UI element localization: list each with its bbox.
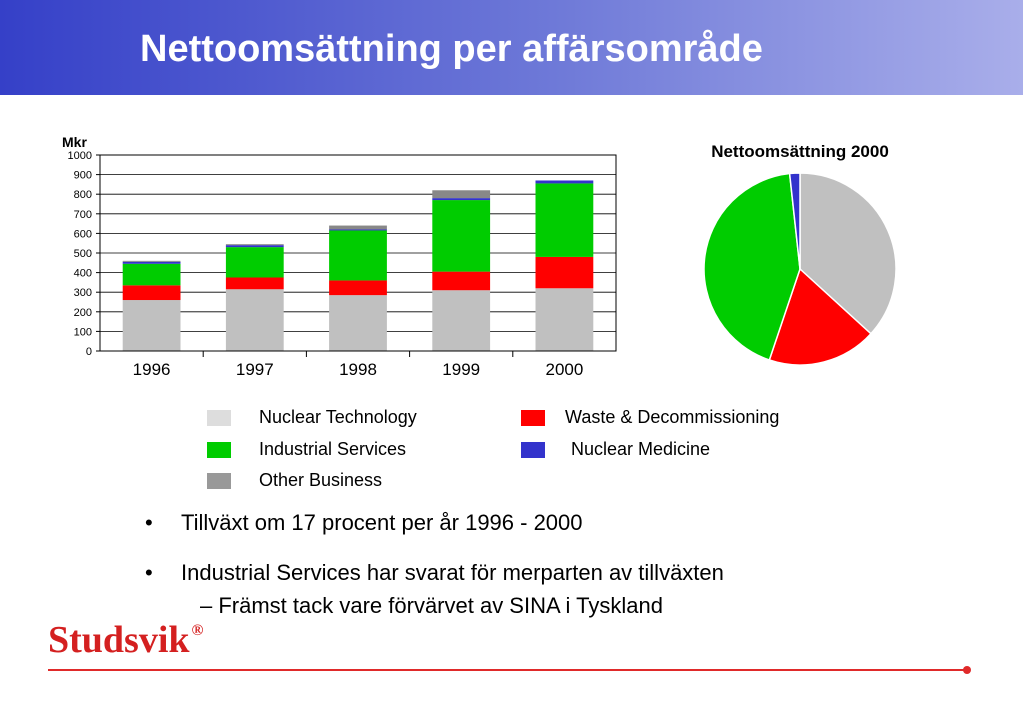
legend-item: Nuclear Technology <box>207 407 417 428</box>
y-tick-label: 100 <box>74 326 92 338</box>
y-tick-label: 0 <box>86 346 92 358</box>
bar-segment <box>535 180 594 184</box>
bar-segment <box>329 295 387 351</box>
y-axis-label: Mkr <box>62 134 87 150</box>
bar-segment <box>535 256 594 289</box>
slide-title: Nettoomsättning per affärsområde <box>140 28 763 70</box>
legend-swatch <box>207 409 231 426</box>
bar-segment <box>225 247 284 278</box>
bullet-symbol: • <box>145 560 153 585</box>
bullet-symbol: • <box>145 510 153 535</box>
bar-segment <box>432 200 491 272</box>
legend-item: Industrial Services <box>207 439 406 460</box>
bar-segment <box>122 261 181 264</box>
bar-segment <box>122 300 181 351</box>
legend-item: Other Business <box>207 470 382 491</box>
x-tick-label: 1996 <box>133 360 171 379</box>
bar-segment <box>225 245 284 248</box>
legend-swatch <box>521 409 545 426</box>
bar-segment <box>225 244 284 246</box>
plot-area <box>99 154 617 352</box>
logo-text: Studsvik <box>48 619 190 661</box>
studsvik-logo: Studsvik ® <box>48 618 204 662</box>
legend-item: Waste & Decommissioning <box>521 407 779 428</box>
bar-segment <box>432 290 491 351</box>
bar-segment <box>329 230 387 281</box>
x-tick-label: 1997 <box>236 360 274 379</box>
bar-segment <box>225 289 284 351</box>
y-tick-label: 1000 <box>68 150 92 162</box>
y-tick-label: 900 <box>74 170 92 182</box>
sub-bullet-text: – Främst tack vare förvärvet av SINA i T… <box>200 593 663 618</box>
y-tick-label: 700 <box>74 209 92 221</box>
legend-swatch <box>521 441 545 458</box>
bar-segment <box>122 285 181 301</box>
x-tick-label: 1998 <box>339 360 377 379</box>
bar-segment <box>432 190 491 199</box>
bullet-text: Industrial Services har svarat för merpa… <box>181 560 724 585</box>
footer-dot <box>963 666 971 674</box>
bar-segment <box>122 260 181 262</box>
legend-label: Waste & Decommissioning <box>565 407 780 427</box>
bar-segment <box>225 277 284 290</box>
bar-segment <box>329 225 387 230</box>
title-bar: Nettoomsättning per affärsområde <box>0 0 1023 95</box>
legend-swatch <box>207 441 231 458</box>
y-tick-label: 600 <box>74 228 92 240</box>
bar-segment <box>122 263 181 286</box>
legend-swatch <box>207 472 231 489</box>
registered-mark: ® <box>191 622 204 639</box>
bar-segment <box>535 183 594 257</box>
bar-segment <box>535 288 594 351</box>
legend-label: Nuclear Medicine <box>571 439 711 459</box>
x-tick-label: 2000 <box>545 360 583 379</box>
bar-segment <box>432 198 491 201</box>
bar-segment <box>329 229 387 231</box>
bar-segment <box>432 271 491 291</box>
legend-label: Other Business <box>259 470 383 490</box>
y-tick-label: 800 <box>74 189 92 201</box>
legend-label: Industrial Services <box>259 439 407 459</box>
y-tick-label: 300 <box>74 287 92 299</box>
legend-item: Nuclear Medicine <box>521 439 710 460</box>
x-tick-label: 1999 <box>442 360 480 379</box>
footer-divider <box>48 669 968 671</box>
bullet-text: Tillväxt om 17 procent per år 1996 - 200… <box>181 510 583 535</box>
y-tick-label: 400 <box>74 268 92 280</box>
y-tick-label: 500 <box>74 248 92 260</box>
y-tick-label: 200 <box>74 307 92 319</box>
legend-label: Nuclear Technology <box>259 407 417 427</box>
bar-segment <box>329 280 387 296</box>
